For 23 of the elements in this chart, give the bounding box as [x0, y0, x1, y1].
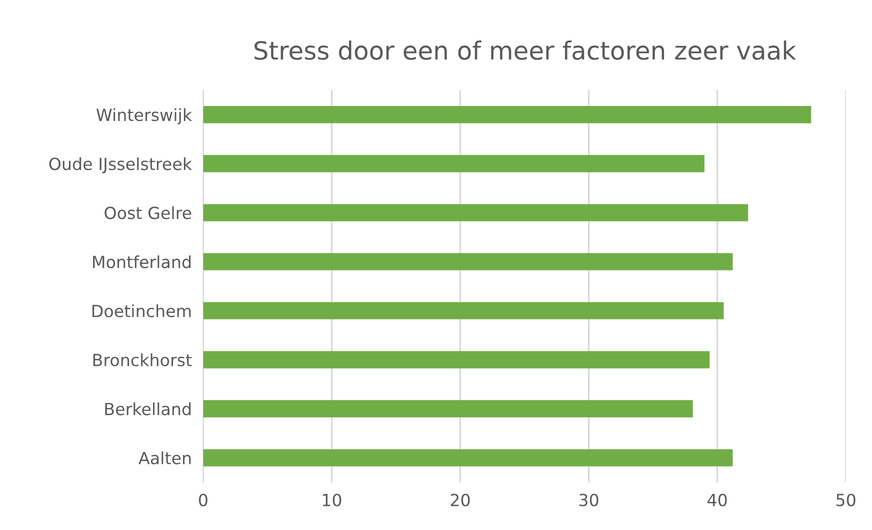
- bar: [203, 253, 733, 270]
- bar: [203, 155, 704, 172]
- y-tick-label: Doetinchem: [92, 304, 191, 318]
- y-tick-label: Oude IJsselstreek: [49, 157, 192, 174]
- bar: [203, 302, 724, 320]
- bar: [203, 204, 748, 222]
- x-tick-label: 30: [579, 494, 598, 506]
- bar: [203, 106, 812, 124]
- x-tick-label: 40: [708, 494, 727, 506]
- x-tick-label: 20: [450, 494, 470, 506]
- x-tick-label: 0: [198, 494, 208, 506]
- x-tick-label: 10: [322, 494, 342, 506]
- bar: [203, 400, 693, 418]
- bar: [203, 351, 710, 368]
- y-tick-label: Berkelland: [105, 402, 191, 416]
- chart-title: Stress door een of meer factoren zeer vaak: [254, 40, 796, 60]
- x-tick-label: 50: [836, 494, 856, 506]
- y-tick-label: Winterswijk: [96, 108, 192, 124]
- bar: [203, 449, 733, 466]
- y-tick-label: Oost Gelre: [104, 206, 192, 220]
- y-tick-label: Aalten: [138, 451, 191, 464]
- y-tick-label: Bronckhorst: [93, 353, 192, 366]
- y-tick-label: Montferland: [93, 255, 191, 268]
